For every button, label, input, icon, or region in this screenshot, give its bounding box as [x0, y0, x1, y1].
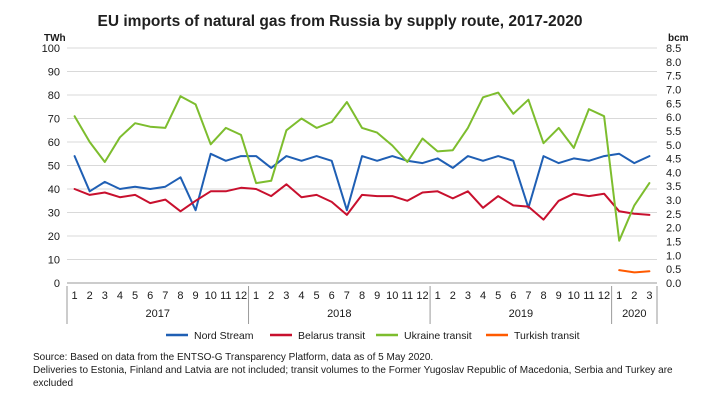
y2-tick-label: 3.0 [666, 195, 681, 207]
series-line-belarus-transit [73, 183, 651, 221]
month-label: 11 [220, 290, 231, 302]
y2-tick-label: 4.0 [666, 167, 681, 179]
month-label: 5 [132, 290, 138, 302]
y2-tick-label: 2.5 [666, 209, 681, 221]
y2-tick-label: 7.5 [666, 71, 681, 83]
y2-tick-label: 6.5 [666, 98, 681, 110]
y-tick-label: 70 [48, 114, 60, 126]
month-label: 9 [374, 290, 380, 302]
y2-tick-label: 1.5 [666, 237, 681, 249]
y-tick-label: 90 [48, 67, 60, 79]
left-axis-ticks: 0 10 20 30 40 50 60 70 80 90 100 [42, 43, 60, 290]
month-label: 9 [556, 290, 562, 302]
series-line-nord-stream [73, 152, 651, 212]
legend: Nord Stream Belarus transit Ukraine transi… [166, 330, 580, 342]
month-label: 1 [253, 290, 259, 302]
month-label: 11 [402, 290, 413, 302]
month-label: 7 [162, 290, 168, 302]
left-axis-unit: TWh [44, 33, 66, 44]
legend-label-turkish-transit: Turkish transit [514, 330, 580, 342]
month-label: 6 [510, 290, 516, 302]
y-tick-label: 0 [54, 278, 60, 290]
month-label: 6 [147, 290, 153, 302]
month-label: 3 [646, 290, 652, 302]
month-label: 2 [268, 290, 274, 302]
month-label: 10 [205, 290, 217, 302]
y2-tick-label: 2.0 [666, 223, 681, 235]
year-label: 2018 [327, 308, 351, 320]
series-lines [73, 91, 651, 274]
month-label: 9 [193, 290, 199, 302]
y-tick-label: 40 [48, 184, 60, 196]
y2-tick-label: 5.5 [666, 126, 681, 138]
y2-tick-label: 0.5 [666, 264, 681, 276]
y-tick-label: 20 [48, 231, 60, 243]
month-label: 6 [329, 290, 335, 302]
y-tick-label: 80 [48, 90, 60, 102]
series-line-turkish-transit [618, 269, 651, 274]
month-label: 2 [631, 290, 637, 302]
month-label: 5 [495, 290, 501, 302]
month-label: 5 [314, 290, 320, 302]
x-axis: 1 2 3 4 5 6 7 8 9 10 11 12 1 2 3 4 5 6 7 8 9 10 11 12 1 2 3 4 5 6 7 8 9 1… [66, 286, 658, 324]
y2-tick-label: 0.0 [666, 278, 681, 290]
month-label: 12 [598, 290, 610, 302]
y-tick-label: 30 [48, 208, 60, 220]
month-label: 10 [568, 290, 580, 302]
month-label: 7 [344, 290, 350, 302]
y2-tick-label: 4.5 [666, 154, 681, 166]
legend-label-belarus-transit: Belarus transit [298, 330, 365, 342]
month-label: 3 [465, 290, 471, 302]
y-tick-label: 100 [42, 43, 60, 55]
y2-tick-label: 1.0 [666, 250, 681, 262]
month-label: 1 [72, 290, 78, 302]
month-label: 1 [435, 290, 441, 302]
month-label: 2 [87, 290, 93, 302]
month-label: 10 [386, 290, 398, 302]
y2-tick-label: 6.0 [666, 112, 681, 124]
month-label: 3 [102, 290, 108, 302]
month-label: 2 [450, 290, 456, 302]
coverage-note: Deliveries to Estonia, Finland and Latvi… [33, 365, 673, 389]
right-axis-unit: bcm [668, 33, 689, 44]
y-tick-label: 10 [48, 255, 60, 267]
y2-tick-label: 8.0 [666, 57, 681, 69]
month-label: 4 [298, 290, 304, 302]
y2-tick-label: 3.5 [666, 181, 681, 193]
month-label: 8 [540, 290, 546, 302]
month-label: 12 [416, 290, 428, 302]
year-label: 2020 [622, 308, 646, 320]
month-label: 1 [616, 290, 622, 302]
month-label: 4 [480, 290, 486, 302]
y2-tick-label: 7.0 [666, 84, 681, 96]
chart-title: EU imports of natural gas from Russia by… [98, 13, 583, 30]
month-label: 3 [283, 290, 289, 302]
y2-tick-label: 8.5 [666, 43, 681, 55]
month-label: 8 [177, 290, 183, 302]
legend-label-ukraine-transit: Ukraine transit [404, 330, 472, 342]
right-axis-ticks: 0.0 0.5 1.01.5 2.0 2.5 3.0 3.5 4.04.5 5.0 5.5 6.0 6… [666, 43, 681, 290]
chart: EU imports of natural gas from Russia by… [42, 13, 689, 342]
year-label: 2017 [146, 308, 170, 320]
legend-label-nord-stream: Nord Stream [194, 330, 254, 342]
month-label: 8 [359, 290, 365, 302]
source-note: Source: Based on data from the ENTSO-G T… [33, 352, 434, 363]
series-line-ukraine-transit [73, 91, 651, 242]
y-tick-label: 60 [48, 137, 60, 149]
month-label: 7 [525, 290, 531, 302]
gridlines [67, 47, 657, 284]
year-label: 2019 [509, 308, 533, 320]
month-label: 4 [117, 290, 123, 302]
y2-tick-label: 5.0 [666, 140, 681, 152]
month-label: 11 [583, 290, 594, 302]
month-label: 12 [235, 290, 247, 302]
y-tick-label: 50 [48, 161, 60, 173]
